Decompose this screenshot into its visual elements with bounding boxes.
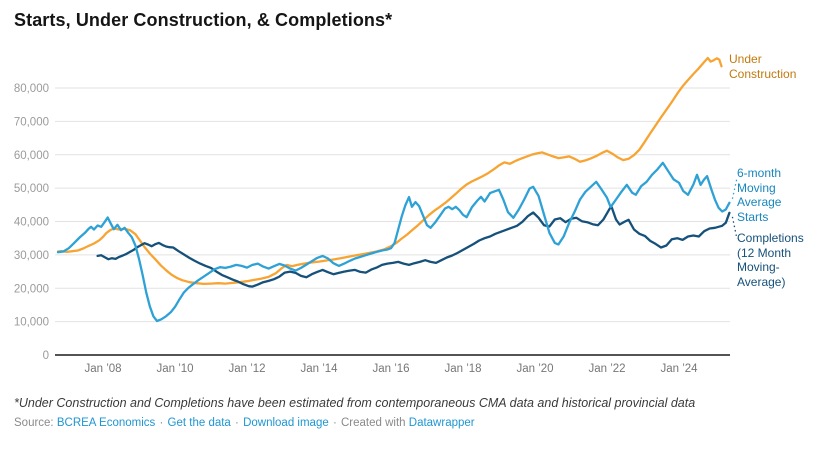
svg-text:0: 0	[43, 350, 49, 362]
datawrapper-link[interactable]: Datawrapper	[408, 417, 475, 429]
svg-text:Jan ’20: Jan ’20	[516, 363, 553, 375]
annotation-starts: 6-month Moving Average Starts	[737, 166, 782, 224]
svg-text:Jan ’14: Jan ’14	[300, 363, 338, 375]
footnote: *Under Construction and Completions have…	[14, 396, 696, 410]
svg-text:80,000: 80,000	[14, 83, 49, 95]
annotation-completions: Completions (12 Month Moving-Average)	[737, 231, 804, 289]
svg-text:Jan ’24: Jan ’24	[660, 363, 698, 375]
chart-title: Starts, Under Construction, & Completion…	[14, 10, 393, 30]
svg-text:30,000: 30,000	[14, 250, 49, 262]
separator: ·	[159, 417, 164, 429]
svg-text:50,000: 50,000	[14, 183, 49, 195]
svg-text:70,000: 70,000	[14, 116, 49, 128]
source-link[interactable]: BCREA Economics	[56, 417, 156, 429]
svg-text:Jan ’12: Jan ’12	[228, 363, 265, 375]
svg-text:Jan ’10: Jan ’10	[156, 363, 193, 375]
svg-text:Jan ’08: Jan ’08	[84, 363, 121, 375]
svg-text:Jan ’16: Jan ’16	[372, 363, 409, 375]
svg-text:10,000: 10,000	[14, 317, 49, 329]
svg-text:Jan ’22: Jan ’22	[588, 363, 625, 375]
separator: ·	[235, 417, 239, 429]
created-with-label: Created with	[341, 417, 406, 429]
download-image-link[interactable]: Download image	[243, 417, 329, 429]
svg-text:20,000: 20,000	[14, 283, 49, 295]
annotation-under-construction: Under Construction	[729, 52, 797, 81]
separator: ·	[332, 417, 337, 429]
svg-text:40,000: 40,000	[14, 217, 49, 229]
get-data-link[interactable]: Get the data	[167, 417, 231, 429]
svg-text:60,000: 60,000	[14, 150, 49, 162]
source-label: Source:	[14, 417, 54, 429]
svg-text:Jan ’18: Jan ’18	[444, 363, 481, 375]
source-line: Source: BCREA Economics · Get the data ·…	[14, 417, 475, 429]
line-chart: 0 10,000 20,000 30,000 40,000 50,000 60,000 70,…	[14, 56, 738, 375]
